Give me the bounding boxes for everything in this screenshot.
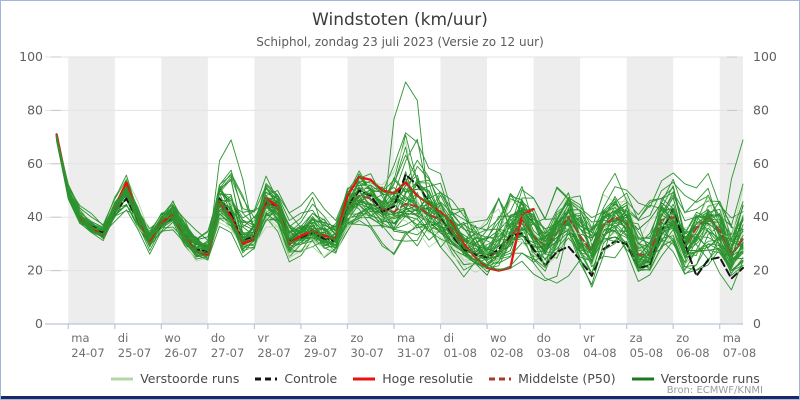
legend-label: Middelste (P50)	[518, 371, 616, 386]
x-tick-weekday: za	[630, 331, 643, 345]
y-tick-label-right: 0	[753, 316, 761, 331]
x-tick-weekday: za	[304, 331, 317, 345]
x-tick-date: 07-08	[723, 346, 756, 360]
ensemble-member-line	[56, 132, 744, 272]
x-tick-date: 25-07	[118, 346, 151, 360]
x-tick-date: 05-08	[630, 346, 663, 360]
x-tick-date: 31-07	[397, 346, 430, 360]
y-tick-label-right: 60	[753, 156, 769, 171]
x-tick-weekday: zo	[350, 331, 363, 345]
legend-label: Verstoorde runs	[660, 371, 760, 386]
y-tick-label-right: 20	[753, 263, 769, 278]
day-band	[161, 57, 208, 324]
y-tick-label-left: 80	[27, 102, 43, 117]
day-band	[626, 57, 674, 324]
x-tick-weekday: wo	[490, 331, 506, 345]
chart-subtitle: Schiphol, zondag 23 juli 2023 (Versie zo…	[256, 35, 544, 49]
x-tick-weekday: di	[118, 331, 129, 345]
x-tick-weekday: wo	[164, 331, 180, 345]
legend-item-middelste-p50: Middelste (P50)	[488, 371, 616, 386]
x-tick-date: 28-07	[257, 346, 290, 360]
y-tick-label-right: 100	[753, 49, 777, 64]
chart-legend: Verstoorde runs Controle Hoge resolutie …	[1, 371, 799, 386]
chart-title: Windstoten (km/uur)	[312, 10, 488, 30]
dark-green-line-icon	[631, 377, 654, 380]
legend-item-controle: Controle	[254, 371, 337, 386]
x-tick-date: 02-08	[490, 346, 523, 360]
y-tick-label-right: 40	[753, 209, 769, 224]
legend-label: Controle	[284, 371, 338, 386]
x-tick-date: 27-07	[211, 346, 244, 360]
legend-label: Hoge resolutie	[382, 371, 474, 386]
x-tick-weekday: ma	[397, 331, 415, 345]
ensemble-member-line	[56, 136, 744, 261]
legend-item-hoge-resolutie: Hoge resolutie	[352, 371, 473, 386]
x-tick-date: 24-07	[71, 346, 104, 360]
y-tick-label-right: 80	[753, 102, 769, 117]
legend-item-verstoorde-runs-dark: Verstoorde runs	[631, 371, 760, 386]
x-tick-date: 04-08	[583, 346, 616, 360]
x-tick-date: 30-07	[350, 346, 383, 360]
ensemble-member-line	[56, 138, 744, 271]
y-tick-label-left: 100	[19, 49, 43, 64]
day-band	[440, 57, 488, 324]
ensemble-member-line	[56, 134, 744, 272]
x-tick-weekday: vr	[257, 331, 269, 345]
y-tick-label-left: 40	[27, 209, 43, 224]
x-tick-date: 29-07	[304, 346, 337, 360]
ensemble-member-line	[56, 137, 744, 263]
x-tick-date: 06-08	[676, 346, 709, 360]
ensemble-member-line	[56, 138, 744, 271]
day-band	[719, 57, 743, 324]
y-tick-label-left: 20	[27, 263, 43, 278]
day-band	[68, 57, 115, 324]
light-green-line-icon	[111, 377, 134, 380]
x-tick-weekday: ma	[723, 331, 741, 345]
x-tick-weekday: ma	[71, 331, 89, 345]
darkred-dashed-line-icon	[489, 377, 512, 380]
source-credit: Bron: ECMWF/KNMI	[666, 385, 763, 396]
red-line-icon	[353, 377, 376, 380]
legend-item-verstoorde-runs-light: Verstoorde runs	[110, 371, 239, 386]
x-tick-date: 03-08	[537, 346, 570, 360]
x-tick-weekday: di	[444, 331, 455, 345]
x-tick-weekday: do	[537, 331, 551, 345]
x-tick-date: 01-08	[444, 346, 477, 360]
legend-label: Verstoorde runs	[140, 371, 240, 386]
y-tick-label-left: 0	[35, 316, 43, 331]
x-tick-weekday: do	[211, 331, 225, 345]
y-tick-label-left: 60	[27, 156, 43, 171]
x-tick-date: 26-07	[164, 346, 197, 360]
day-band	[533, 57, 581, 324]
black-dashed-line-icon	[255, 377, 278, 380]
x-tick-weekday: zo	[676, 331, 689, 345]
bottom-accent-bar	[1, 396, 799, 399]
x-tick-weekday: vr	[583, 331, 595, 345]
